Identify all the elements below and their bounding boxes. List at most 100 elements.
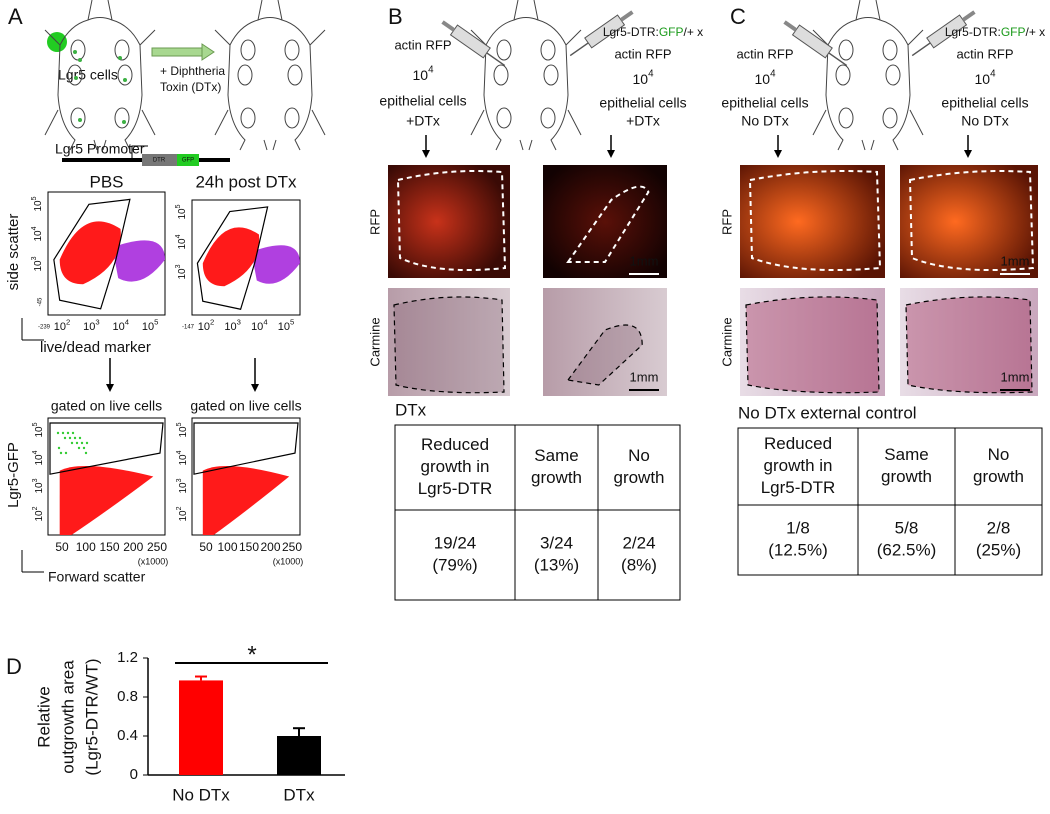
y-axis-label: outgrowth area bbox=[58, 660, 77, 774]
x-tick-label: 150 bbox=[239, 540, 259, 554]
promoter-label: Lgr5 Promoter bbox=[55, 141, 145, 157]
outgrowth-outline bbox=[905, 296, 1033, 394]
x-tick-label: 102 bbox=[198, 318, 215, 333]
power-base: 10 bbox=[278, 321, 290, 333]
power-exponent: 4 bbox=[32, 450, 39, 454]
x-tick-label: 105 bbox=[142, 318, 159, 333]
dtr-box bbox=[142, 154, 177, 166]
table-header: growth in bbox=[764, 456, 833, 475]
cell-dose: 104 bbox=[632, 68, 654, 86]
row-label: RFP bbox=[719, 209, 734, 235]
power-exponent: 5 bbox=[290, 318, 294, 327]
gfp-event bbox=[78, 436, 82, 440]
table-header: Reduced bbox=[421, 435, 489, 454]
x-tick-label: 50 bbox=[55, 540, 69, 554]
arrow-head bbox=[774, 150, 782, 158]
power-exponent: 5 bbox=[176, 422, 183, 426]
power-base: 10 bbox=[224, 321, 236, 333]
mammary-gland bbox=[885, 64, 901, 86]
red-population bbox=[202, 227, 260, 287]
table-header: growth bbox=[531, 468, 582, 487]
cells-label: epithelial cells bbox=[599, 95, 686, 111]
carmine-image bbox=[543, 288, 667, 396]
x-tick-label: 200 bbox=[123, 540, 143, 554]
mammary-gland bbox=[284, 107, 300, 129]
power-base: 10 bbox=[142, 321, 154, 333]
table-header: Same bbox=[534, 446, 578, 465]
mammary-gland bbox=[838, 107, 854, 129]
power-base: 10 bbox=[113, 321, 125, 333]
outgrowth-outline bbox=[745, 296, 880, 394]
gfp-gate bbox=[193, 422, 299, 475]
power-base: 10 bbox=[754, 71, 770, 87]
table-cell: 3/24 bbox=[540, 533, 573, 552]
mammary-gland bbox=[496, 107, 512, 129]
flow-title: 24h post DTx bbox=[195, 172, 297, 191]
mouse-outline bbox=[812, 0, 924, 151]
row-label: Carmine bbox=[719, 317, 734, 366]
x-tick-label: No DTx bbox=[172, 785, 230, 804]
power-exponent: 4 bbox=[648, 68, 654, 79]
table-cell: (12.5%) bbox=[768, 540, 828, 559]
table-cell: 19/24 bbox=[434, 533, 477, 552]
table-frame bbox=[737, 427, 1043, 576]
host-label-part: Lgr5-DTR: bbox=[603, 25, 659, 39]
table-header: Same bbox=[884, 445, 928, 464]
table-header: No bbox=[628, 446, 650, 465]
y-tick-label: 102 bbox=[32, 506, 45, 521]
rfp-image bbox=[900, 165, 1038, 278]
y-tick-label: 105 bbox=[176, 422, 189, 437]
y-axis-label: Relative bbox=[34, 686, 53, 747]
y-tick-label: 104 bbox=[176, 450, 189, 465]
panel-label: D bbox=[6, 654, 22, 679]
scale-bar-label: 1mm bbox=[1001, 253, 1030, 268]
lgr5-cell bbox=[74, 76, 78, 80]
outgrowth-outline bbox=[566, 185, 650, 263]
syringe-plunger bbox=[441, 20, 456, 32]
power-base: 10 bbox=[178, 482, 189, 494]
host-label-part: /+ x bbox=[684, 25, 704, 39]
table-header: Reduced bbox=[764, 434, 832, 453]
power-exponent: 4 bbox=[31, 226, 38, 230]
y-tick-label: 105 bbox=[31, 196, 44, 211]
power-exponent: 5 bbox=[175, 204, 182, 208]
power-exponent: 4 bbox=[770, 68, 776, 79]
y-tick-label: 104 bbox=[31, 226, 44, 241]
syringe-needle bbox=[569, 42, 589, 57]
power-exponent: 2 bbox=[66, 318, 70, 327]
panel-label: C bbox=[730, 4, 746, 29]
construct-label: GFP bbox=[182, 158, 194, 164]
lgr5-cell bbox=[118, 56, 122, 60]
gfp-event bbox=[75, 441, 79, 445]
table-header: growth in bbox=[421, 457, 490, 476]
treatment-label: No DTx bbox=[961, 113, 1008, 129]
gfp-event bbox=[56, 431, 60, 435]
gfp-event bbox=[64, 451, 68, 455]
table-cell: (79%) bbox=[432, 555, 477, 574]
table-cell: 5/8 bbox=[895, 518, 919, 537]
x-tick-label: 50 bbox=[199, 540, 213, 554]
power-exponent: 4 bbox=[175, 234, 182, 238]
power-base: 10 bbox=[251, 321, 263, 333]
mouse-body bbox=[470, 0, 582, 151]
arrow-head bbox=[106, 384, 114, 392]
significance-marker: * bbox=[247, 641, 256, 668]
x-tick-label: 100 bbox=[76, 540, 96, 554]
row-label: RFP bbox=[367, 209, 382, 235]
arrow-head bbox=[422, 150, 430, 158]
gfp-event bbox=[57, 446, 61, 450]
power-base: 10 bbox=[178, 454, 189, 466]
x-tick-label: 250 bbox=[282, 540, 302, 554]
power-base: 10 bbox=[34, 510, 45, 522]
host-label-part: Lgr5-DTR: bbox=[945, 25, 1001, 39]
syringe-plunger bbox=[619, 10, 634, 22]
host-label: Lgr5-DTR:GFP/+ x bbox=[603, 25, 703, 39]
mouse-body bbox=[812, 0, 924, 151]
y-tick-label: 0.8 bbox=[117, 688, 138, 705]
mammary-gland bbox=[237, 64, 253, 86]
outgrowth-outline bbox=[908, 170, 1035, 271]
treatment-label: + Diphtheria bbox=[160, 64, 225, 78]
lgr5-cell bbox=[123, 78, 127, 82]
power-base: 10 bbox=[54, 321, 66, 333]
power-exponent: 4 bbox=[428, 64, 434, 75]
